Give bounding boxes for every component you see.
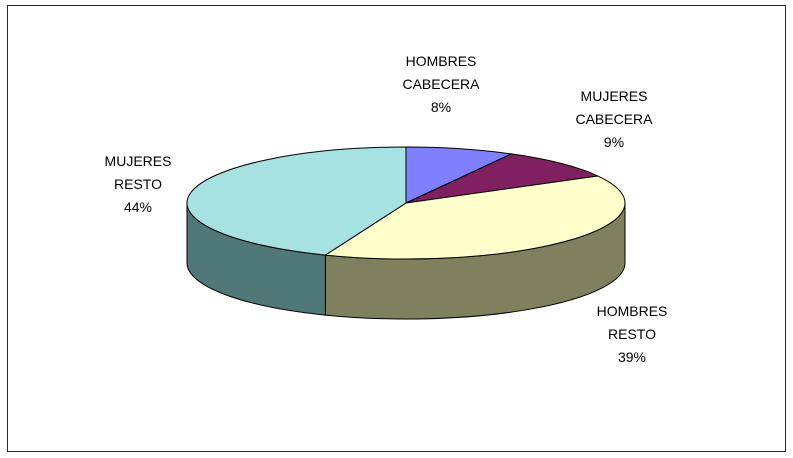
slice-value-label: 44% [123,199,153,215]
pie-slice [186,146,407,256]
slice-label: HOMBRES CABECERA [402,53,480,92]
pie-slice [405,146,514,204]
slice-label: MUJERES RESTO [104,153,172,192]
chart-frame [7,5,786,452]
pie-slice [323,175,626,260]
slice-label: MUJERES CABECERA [575,88,653,127]
slice-label: HOMBRES RESTO [596,303,668,342]
slice-value-label: 39% [617,349,647,365]
slice-value-label: 9% [603,134,625,150]
pie-slice [405,153,600,204]
slice-value-label: 8% [430,99,452,115]
